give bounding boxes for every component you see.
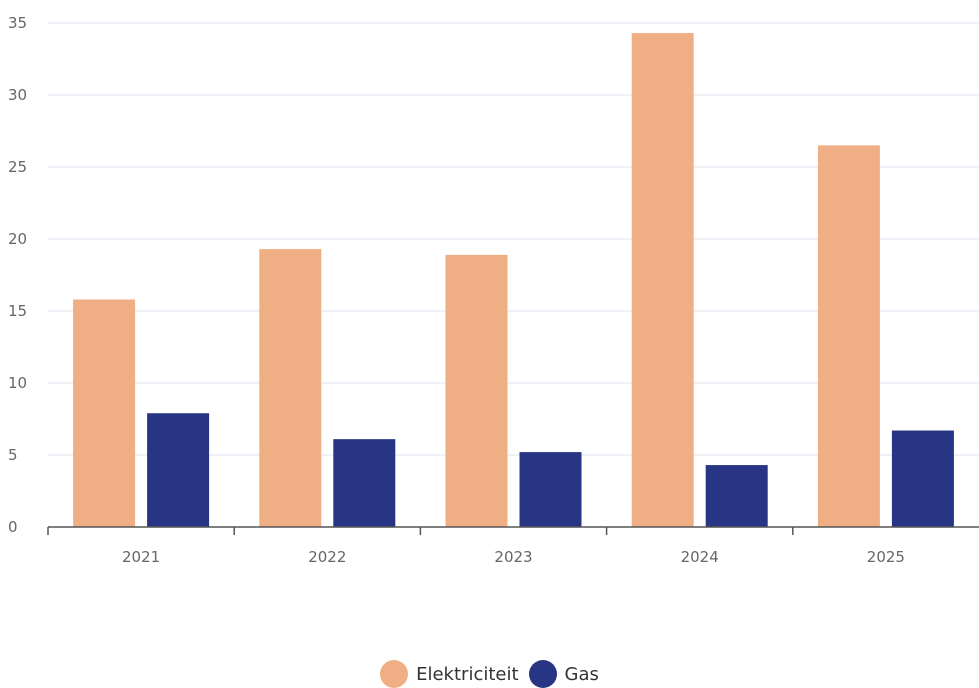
bar-gas-2025[interactable]: [891, 430, 954, 527]
y-tick-label: 10: [8, 374, 27, 392]
bar-gas-2022[interactable]: [333, 439, 396, 527]
legend: Elektriciteit Gas: [0, 660, 979, 688]
y-tick-label: 15: [8, 302, 27, 320]
legend-swatch-gas: [528, 660, 557, 688]
bar-elektriciteit-2022[interactable]: [259, 249, 322, 527]
bar-elektriciteit-2023[interactable]: [445, 254, 508, 527]
y-tick-label: 0: [8, 518, 18, 536]
x-tick-label: 2021: [122, 548, 160, 566]
bar-elektriciteit-2025[interactable]: [817, 145, 880, 527]
bar-gas-2023[interactable]: [519, 452, 582, 527]
legend-label-elektriciteit: Elektriciteit: [416, 663, 519, 685]
x-tick-label: 2024: [681, 548, 719, 566]
y-tick-label: 35: [8, 14, 27, 32]
bar-elektriciteit-2024[interactable]: [631, 33, 694, 527]
x-tick-label: 2023: [494, 548, 532, 566]
legend-item-gas[interactable]: Gas: [528, 660, 599, 688]
y-tick-label: 20: [8, 230, 27, 248]
y-tick-label: 25: [8, 158, 27, 176]
y-tick-label: 5: [8, 446, 18, 464]
legend-label-gas: Gas: [564, 663, 599, 685]
bar-gas-2024[interactable]: [705, 465, 768, 527]
y-tick-label: 30: [8, 86, 27, 104]
legend-item-elektriciteit[interactable]: Elektriciteit: [380, 660, 519, 688]
legend-swatch-elektriciteit: [380, 660, 409, 688]
bar-gas-2021[interactable]: [147, 413, 210, 527]
x-tick-label: 2025: [867, 548, 905, 566]
bar-elektriciteit-2021[interactable]: [73, 299, 136, 527]
x-tick-label: 2022: [308, 548, 346, 566]
